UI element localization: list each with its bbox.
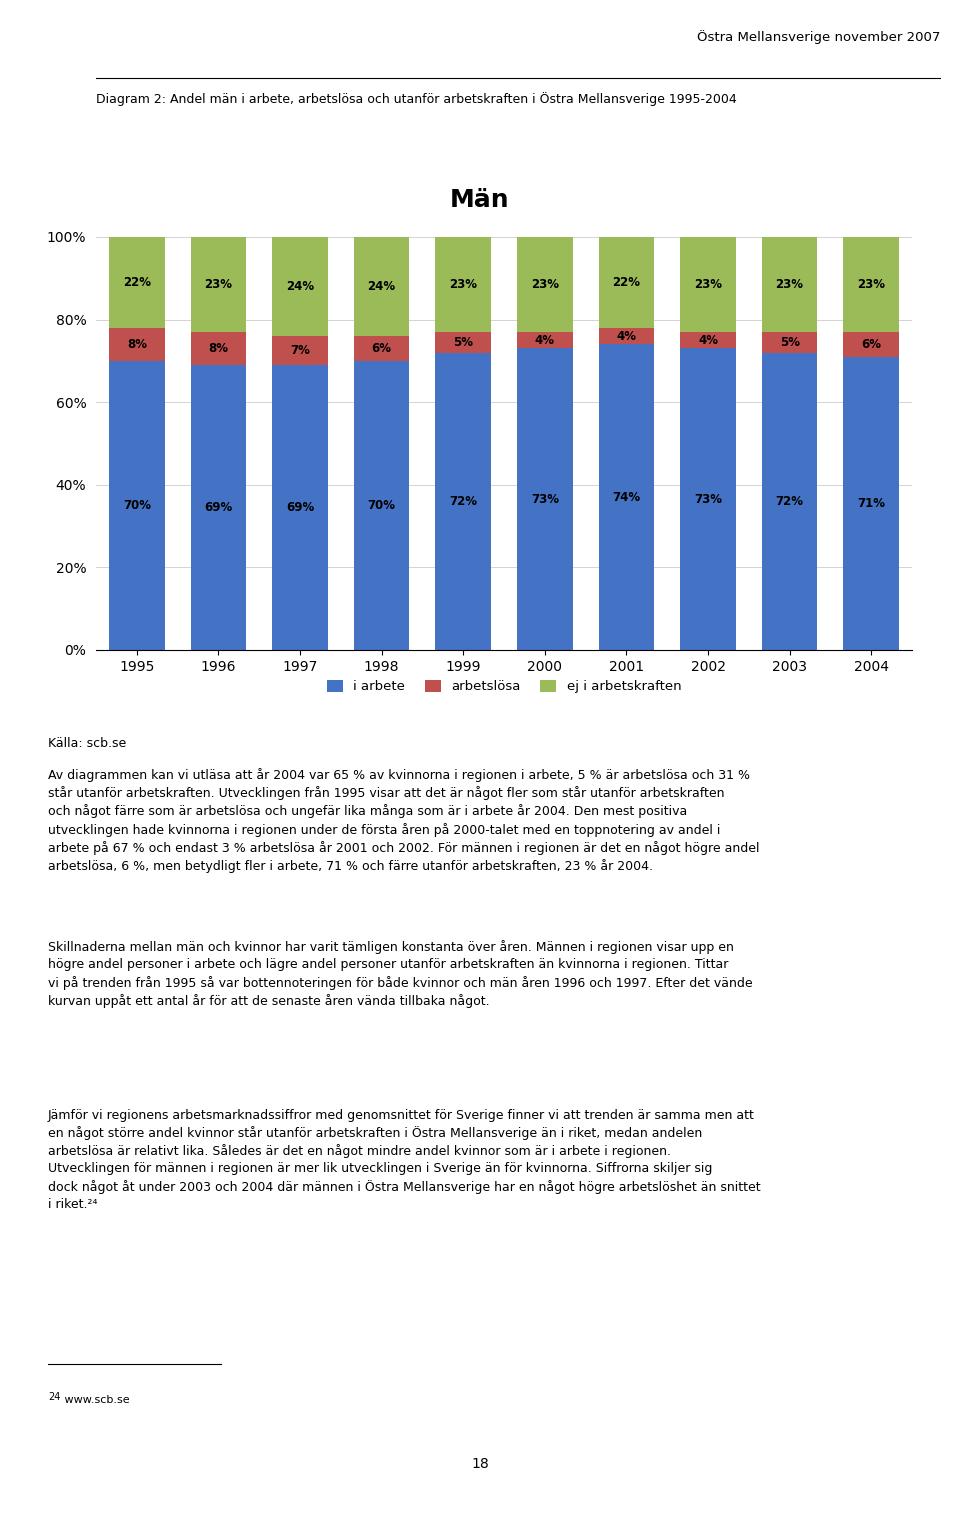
Text: 70%: 70% (368, 498, 396, 512)
Bar (191, 237, 246, 332)
Text: 23%: 23% (531, 278, 559, 291)
Text: 6%: 6% (372, 342, 392, 355)
Bar (844, 332, 899, 356)
Text: Diagram 2: Andel män i arbete, arbetslösa och utanför arbetskraften i Östra Mell: Diagram 2: Andel män i arbete, arbetslös… (96, 92, 736, 106)
Text: 5%: 5% (780, 336, 800, 349)
Bar (191, 332, 246, 365)
Bar (191, 365, 246, 650)
Text: 69%: 69% (204, 502, 232, 514)
Legend: i arbete, arbetslösa, ej i arbetskraften: i arbete, arbetslösa, ej i arbetskraften (322, 674, 686, 699)
Bar (599, 237, 654, 327)
Text: Av diagrammen kan vi utläsa att år 2004 var 65 % av kvinnorna i regionen i arbet: Av diagrammen kan vi utläsa att år 2004 … (48, 768, 759, 873)
Bar (681, 237, 735, 332)
Text: 69%: 69% (286, 502, 314, 514)
Bar (762, 237, 817, 332)
Text: Skillnaderna mellan män och kvinnor har varit tämligen konstanta över åren. Männ: Skillnaderna mellan män och kvinnor har … (48, 940, 753, 1008)
Text: 5%: 5% (453, 336, 473, 349)
Bar (436, 353, 491, 650)
Text: 71%: 71% (857, 497, 885, 509)
Text: 7%: 7% (290, 344, 310, 358)
Text: Östra Mellansverige november 2007: Östra Mellansverige november 2007 (697, 29, 941, 44)
Text: 24%: 24% (286, 280, 314, 294)
Text: 4%: 4% (616, 330, 636, 342)
Text: 23%: 23% (694, 278, 722, 291)
Bar (109, 327, 164, 361)
Bar (517, 349, 572, 650)
Text: 74%: 74% (612, 491, 640, 503)
Bar (762, 353, 817, 650)
Bar (844, 237, 899, 332)
Text: 72%: 72% (449, 495, 477, 508)
Text: www.scb.se: www.scb.se (61, 1394, 130, 1405)
Text: 23%: 23% (449, 278, 477, 291)
Text: 6%: 6% (861, 338, 881, 350)
Text: 4%: 4% (698, 333, 718, 347)
Text: 73%: 73% (694, 492, 722, 506)
Bar (517, 332, 572, 349)
Text: 23%: 23% (857, 278, 885, 291)
Bar (517, 237, 572, 332)
Text: 18: 18 (471, 1457, 489, 1471)
Bar (354, 361, 409, 650)
Text: 8%: 8% (208, 342, 228, 355)
Bar (844, 356, 899, 650)
Text: 72%: 72% (776, 495, 804, 508)
Bar (681, 332, 735, 349)
Text: 70%: 70% (123, 498, 151, 512)
Bar (30, 58, 38, 106)
Bar (109, 237, 164, 327)
Bar (599, 344, 654, 650)
Bar (681, 349, 735, 650)
Bar (273, 336, 327, 365)
Text: 4%: 4% (535, 333, 555, 347)
Text: 24: 24 (48, 1391, 60, 1402)
Bar (436, 332, 491, 353)
Text: 73%: 73% (531, 492, 559, 506)
Bar (273, 365, 327, 650)
Bar (273, 237, 327, 336)
Bar (50, 63, 59, 106)
Text: Män: Män (450, 188, 510, 213)
Bar (38, 46, 47, 106)
Text: 24%: 24% (368, 280, 396, 294)
Bar (109, 361, 164, 650)
Text: 23%: 23% (776, 278, 804, 291)
Bar (436, 237, 491, 332)
Bar (20, 70, 29, 106)
Text: Källa: scb.se: Källa: scb.se (48, 737, 127, 749)
Bar (60, 73, 68, 106)
Text: 23%: 23% (204, 278, 232, 291)
Text: 22%: 22% (612, 275, 640, 289)
Text: Jämför vi regionens arbetsmarknadssiffror med genomsnittet för Sverige finner vi: Jämför vi regionens arbetsmarknadssiffro… (48, 1109, 760, 1211)
Text: 8%: 8% (127, 338, 147, 350)
Bar (354, 237, 409, 336)
Text: 22%: 22% (123, 275, 151, 289)
Bar (354, 336, 409, 361)
Bar (762, 332, 817, 353)
Bar (599, 327, 654, 344)
Text: serus: serus (36, 112, 65, 122)
